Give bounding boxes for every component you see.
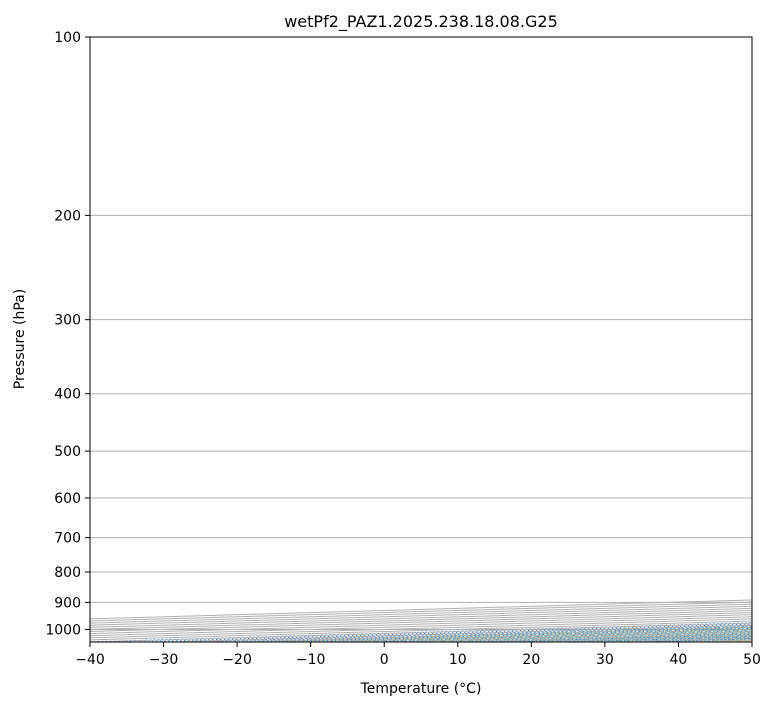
y-tick-label: 500 <box>54 444 81 460</box>
x-tick-label: 0 <box>380 652 389 668</box>
chart-title: wetPf2_PAZ1.2025.238.18.08.G25 <box>284 12 558 32</box>
y-tick-label: 100 <box>54 30 81 46</box>
x-tick-label: 10 <box>449 652 467 668</box>
y-tick-label: 1000 <box>45 622 81 638</box>
x-tick-label: 30 <box>596 652 614 668</box>
x-tick-label: −30 <box>149 652 179 668</box>
plot-frame <box>89 36 753 643</box>
grid <box>90 37 752 630</box>
x-tick-label: −20 <box>222 652 252 668</box>
x-tick-label: 40 <box>670 652 688 668</box>
y-tick-label: 600 <box>54 491 81 507</box>
y-axis: 100 200 300 400 500 600 700 800 900 1000 <box>45 30 90 638</box>
plot-area <box>90 37 752 642</box>
y-tick-label: 400 <box>54 387 81 403</box>
x-axis: −40 −30 −20 −10 0 10 20 30 40 50 <box>75 642 761 668</box>
y-tick-label: 300 <box>54 313 81 329</box>
x-tick-label: 20 <box>522 652 540 668</box>
y-tick-label: 200 <box>54 208 81 224</box>
y-tick-label: 900 <box>54 595 81 611</box>
y-axis-label: Pressure (hPa) <box>12 289 28 389</box>
x-tick-label: −10 <box>296 652 326 668</box>
x-tick-label: 50 <box>743 652 761 668</box>
y-tick-label: 700 <box>54 531 81 547</box>
y-tick-label: 800 <box>54 565 81 581</box>
x-tick-label: −40 <box>75 652 105 668</box>
x-axis-label: Temperature (°C) <box>360 681 482 697</box>
